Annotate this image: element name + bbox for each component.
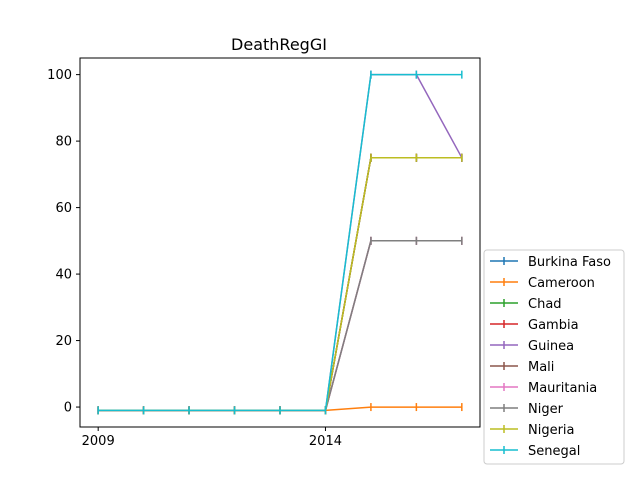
legend-label: Mauritania: [528, 381, 597, 396]
series-mauritania: [97, 236, 463, 415]
legend-item-burkina-faso: Burkina Faso: [490, 255, 611, 270]
series-guinea: [97, 70, 463, 415]
y-tick-label: 40: [55, 268, 72, 283]
series-gambia: [97, 153, 463, 415]
legend: Burkina Faso Cameroon Chad Gambia Guinea Mali…: [483, 249, 625, 465]
legend-label: Guinea: [528, 339, 574, 354]
legend-item-guinea: Guinea: [490, 339, 574, 354]
chart-title: DeathRegGI: [231, 35, 327, 54]
series-line-niger: [98, 240, 462, 412]
legend-item-mauritania: Mauritania: [490, 381, 597, 396]
legend-item-senegal: Senegal: [490, 444, 580, 459]
legend-item-niger: Niger: [490, 402, 564, 417]
legend-label: Cameroon: [528, 276, 595, 291]
legend-box: [483, 249, 625, 465]
legend-label: Mali: [528, 360, 554, 375]
series-line-nigeria: [98, 156, 462, 412]
series-layer: [97, 70, 463, 415]
x-tick-label: 2009: [82, 434, 115, 449]
y-tick-label: 80: [55, 135, 72, 150]
series-line-mali: [98, 240, 462, 412]
legend-label: Nigeria: [528, 423, 575, 438]
series-chad: [97, 153, 463, 415]
legend-item-cameroon: Cameroon: [490, 276, 595, 291]
legend-label: Senegal: [528, 444, 580, 459]
series-line-senegal: [98, 73, 462, 412]
legend-label: Chad: [528, 297, 562, 312]
y-tick-label: 0: [64, 401, 72, 416]
series-line-guinea: [98, 73, 463, 412]
axis-layer: 2009 2014 0 20 40 60 80 100: [47, 68, 342, 449]
legend-item-mali: Mali: [490, 360, 554, 375]
series-nigeria: [97, 153, 463, 415]
plot-frame: [79, 57, 481, 428]
series-burkina-faso: [97, 153, 463, 415]
legend-label: Niger: [528, 402, 564, 417]
legend-label: Burkina Faso: [528, 255, 611, 270]
series-mali: [97, 236, 463, 415]
series-line-burkina-faso: [98, 156, 462, 412]
series-line-chad: [98, 156, 462, 412]
y-tick-label: 100: [47, 68, 72, 83]
series-niger: [97, 236, 463, 415]
series-line-mauritania: [98, 240, 462, 412]
series-line-gambia: [98, 156, 462, 412]
legend-label: Gambia: [528, 318, 579, 333]
legend-item-gambia: Gambia: [490, 318, 579, 333]
legend-item-nigeria: Nigeria: [490, 423, 575, 438]
legend-item-chad: Chad: [490, 297, 562, 312]
series-senegal: [97, 70, 463, 415]
y-tick-label: 60: [55, 201, 72, 216]
x-tick-label: 2014: [309, 434, 342, 449]
y-tick-label: 20: [55, 334, 72, 349]
